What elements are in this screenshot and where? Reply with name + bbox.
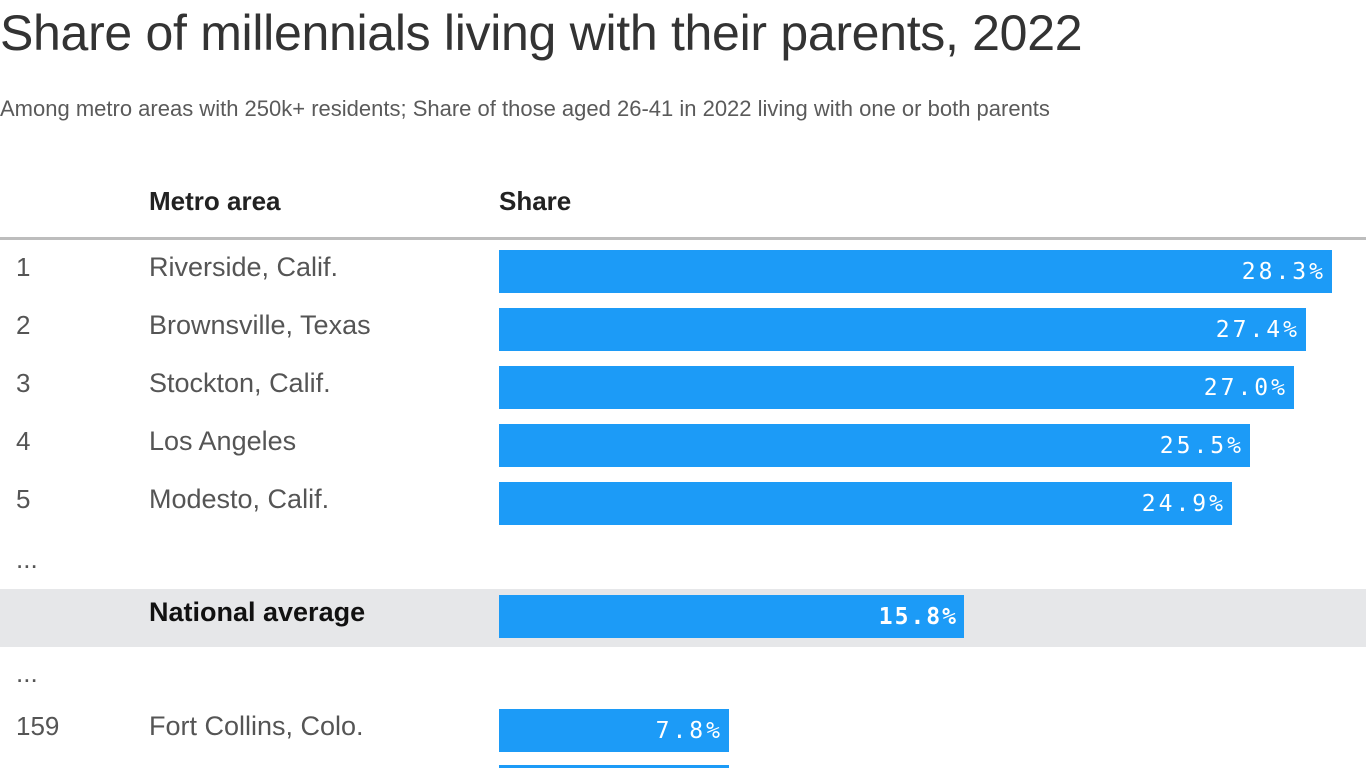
row-metro-name: Modesto, Calif. xyxy=(149,484,330,514)
bar: 24.9% xyxy=(499,482,1232,525)
bar: 27.0% xyxy=(499,366,1294,409)
row-metro-name: Fort Collins, Colo. xyxy=(149,711,364,741)
ellipsis-bottom: ... xyxy=(16,658,38,688)
column-header-share: Share xyxy=(499,186,572,216)
table-row: 3 Stockton, Calif. 27.0% xyxy=(0,360,1366,418)
bar-value-label: 15.8% xyxy=(878,604,958,630)
chart-title: Share of millennials living with their p… xyxy=(0,5,1083,61)
bar-value-label: 25.5% xyxy=(1159,433,1244,459)
bar-value-label: 28.3% xyxy=(1241,259,1326,285)
column-header-metro: Metro area xyxy=(149,186,281,216)
bar: 7.8% xyxy=(499,709,729,752)
row-rank: 4 xyxy=(16,426,31,456)
table-row: 159 Fort Collins, Colo. 7.8% xyxy=(0,703,1366,761)
row-metro-name: Stockton, Calif. xyxy=(149,368,331,398)
table-row: 1 Riverside, Calif. 28.3% xyxy=(0,244,1366,302)
row-metro-name: Brownsville, Texas xyxy=(149,310,371,340)
bar-value-label: 7.8% xyxy=(655,718,723,744)
row-metro-name: Los Angeles xyxy=(149,426,297,456)
row-rank: 5 xyxy=(16,484,31,514)
ellipsis-top: ... xyxy=(16,544,38,574)
row-metro-name: National average xyxy=(149,597,366,627)
row-metro-name: Riverside, Calif. xyxy=(149,252,339,282)
bar-value-label: 27.0% xyxy=(1203,375,1288,401)
table-row: 5 Modesto, Calif. 24.9% xyxy=(0,476,1366,534)
bar-value-label: 24.9% xyxy=(1141,491,1226,517)
row-rank: 1 xyxy=(16,252,31,282)
bar: 27.4% xyxy=(499,308,1306,351)
bar: 28.3% xyxy=(499,250,1332,293)
national-average-row: National average 15.8% xyxy=(0,589,1366,647)
header-divider xyxy=(0,237,1366,240)
bar-partial-next xyxy=(499,765,729,768)
bar-value-label: 27.4% xyxy=(1215,317,1300,343)
table-row: 4 Los Angeles 25.5% xyxy=(0,418,1366,476)
row-rank: 2 xyxy=(16,310,31,340)
row-rank: 159 xyxy=(16,711,60,741)
row-rank: 3 xyxy=(16,368,31,398)
table-row: 2 Brownsville, Texas 27.4% xyxy=(0,302,1366,360)
bar: 15.8% xyxy=(499,595,964,638)
chart-subtitle: Among metro areas with 250k+ residents; … xyxy=(0,96,1050,121)
bar: 25.5% xyxy=(499,424,1250,467)
